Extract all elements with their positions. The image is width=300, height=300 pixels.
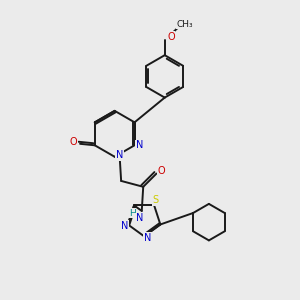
Text: N: N xyxy=(136,140,143,150)
Text: O: O xyxy=(167,32,175,42)
Text: O: O xyxy=(158,166,166,176)
Text: N: N xyxy=(116,150,123,160)
Text: N: N xyxy=(121,221,128,231)
Text: O: O xyxy=(70,137,77,147)
Text: CH₃: CH₃ xyxy=(176,20,193,29)
Text: S: S xyxy=(153,195,159,205)
Text: H: H xyxy=(129,209,136,218)
Text: N: N xyxy=(144,233,151,243)
Text: N: N xyxy=(136,213,143,223)
